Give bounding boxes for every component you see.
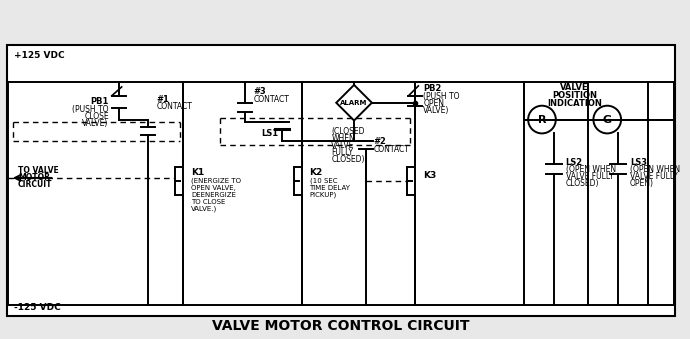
Text: (ENERGIZE TO: (ENERGIZE TO	[191, 178, 241, 184]
FancyBboxPatch shape	[7, 45, 676, 316]
Text: VALVE.): VALVE.)	[191, 205, 217, 212]
Text: ALARM: ALARM	[340, 100, 368, 106]
Text: OPEN): OPEN)	[630, 179, 654, 188]
Text: PB1: PB1	[90, 97, 109, 106]
Text: CONTACT: CONTACT	[374, 145, 410, 154]
Text: VALVE): VALVE)	[82, 119, 109, 128]
Text: (10 SEC: (10 SEC	[310, 178, 337, 184]
Text: #2: #2	[374, 137, 386, 146]
Text: K3: K3	[423, 172, 437, 180]
Text: G: G	[602, 115, 612, 124]
Text: (PUSH TO: (PUSH TO	[423, 92, 460, 101]
Text: TO VALVE: TO VALVE	[18, 166, 59, 176]
Text: MOTOR: MOTOR	[18, 174, 50, 182]
Text: R: R	[538, 115, 546, 124]
Text: INDICATION: INDICATION	[547, 99, 602, 108]
Text: VALVE FULLY: VALVE FULLY	[630, 173, 678, 181]
Text: CONTACT: CONTACT	[253, 95, 289, 104]
Text: LS2: LS2	[566, 158, 583, 166]
Text: K2: K2	[310, 168, 323, 177]
Text: LS3: LS3	[630, 158, 647, 166]
Text: K1: K1	[191, 168, 204, 177]
Text: CIRCUIT: CIRCUIT	[18, 180, 52, 189]
Text: PB2: PB2	[423, 84, 442, 94]
Text: TO CLOSE: TO CLOSE	[191, 199, 225, 205]
Text: OPEN: OPEN	[423, 99, 444, 108]
Text: TIME DELAY: TIME DELAY	[310, 185, 351, 191]
Text: (PUSH TO: (PUSH TO	[72, 105, 109, 114]
Text: (CLOSED: (CLOSED	[331, 127, 365, 136]
Text: CLOSED): CLOSED)	[331, 155, 365, 164]
Text: (OPEN WHEN: (OPEN WHEN	[566, 165, 616, 175]
Text: CLOSED): CLOSED)	[566, 179, 599, 188]
Text: WHEN: WHEN	[331, 134, 355, 143]
Text: -125 VDC: -125 VDC	[14, 303, 61, 312]
Text: VALVE MOTOR CONTROL CIRCUIT: VALVE MOTOR CONTROL CIRCUIT	[213, 319, 470, 333]
Text: PICKUP): PICKUP)	[310, 192, 337, 198]
Text: VALVE: VALVE	[331, 141, 355, 150]
Text: #3: #3	[253, 87, 266, 96]
Text: VALVE FULLY: VALVE FULLY	[566, 173, 613, 181]
Text: (OPEN WHEN: (OPEN WHEN	[630, 165, 680, 175]
Text: DEENERGIZE: DEENERGIZE	[191, 192, 236, 198]
Text: FULLY: FULLY	[331, 148, 353, 157]
Text: CONTACT: CONTACT	[156, 102, 192, 111]
Text: POSITION: POSITION	[552, 91, 597, 100]
Text: LS1: LS1	[261, 129, 278, 138]
Text: VALVE: VALVE	[560, 83, 589, 93]
Text: VALVE): VALVE)	[423, 106, 450, 115]
Text: CLOSE: CLOSE	[84, 112, 109, 121]
Text: OPEN VALVE,: OPEN VALVE,	[191, 185, 236, 191]
Text: +125 VDC: +125 VDC	[14, 51, 64, 60]
Text: #1: #1	[156, 95, 169, 104]
